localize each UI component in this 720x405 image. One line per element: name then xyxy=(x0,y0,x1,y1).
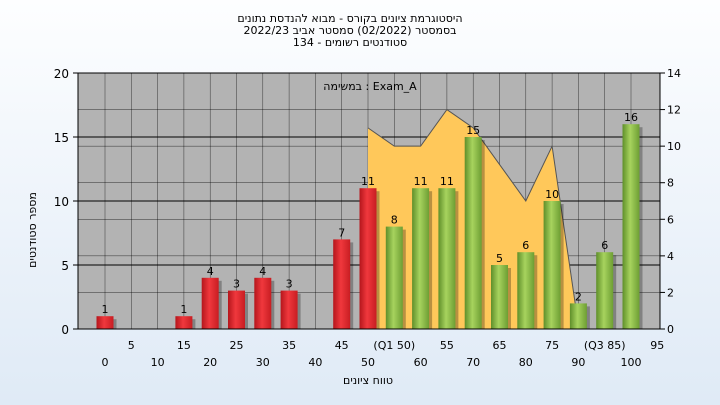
x-tick-label-lower: 60 xyxy=(414,356,428,369)
x-tick-label-lower: 90 xyxy=(571,356,585,369)
x-tick-label-upper: 35 xyxy=(282,339,296,352)
bar xyxy=(201,277,219,329)
y2-tick-label: 10 xyxy=(667,140,681,153)
y2-tick-label: 8 xyxy=(667,177,674,190)
bar xyxy=(569,303,587,329)
x-tick-label-upper: 15 xyxy=(177,339,191,352)
y2-tick-label: 6 xyxy=(667,213,674,226)
bar xyxy=(228,290,245,329)
title-line-2: בסמסטר (02/2022) סמסטר אביב 2022/23 xyxy=(243,24,456,37)
annotation-label: במשימה : Exam_A xyxy=(323,80,417,93)
bar-value-label: 4 xyxy=(259,265,266,278)
x-axis-title: טווח ציונים xyxy=(343,374,393,387)
x-tick-label-upper: 55 xyxy=(440,339,454,352)
x-tick-label-upper: 75 xyxy=(545,339,559,352)
bar xyxy=(96,316,114,329)
y-axis-left: 0 5 10 15 20 xyxy=(54,67,78,337)
y-tick-label: 0 xyxy=(61,323,69,337)
bar-value-label: 1 xyxy=(180,303,187,316)
title-line-1: היסטוגרמת ציונים בקורס - מבוא להנדסת נתו… xyxy=(237,12,462,25)
bar xyxy=(517,252,535,329)
x-tick-label-upper: 25 xyxy=(230,339,244,352)
bar xyxy=(333,239,351,329)
bar-value-label: 11 xyxy=(361,175,375,188)
y-tick-label: 15 xyxy=(54,131,69,145)
bar xyxy=(359,188,377,329)
bar xyxy=(175,316,193,329)
y-tick-label: 5 xyxy=(61,259,69,273)
bar xyxy=(543,201,561,329)
bar-value-label: 11 xyxy=(440,175,454,188)
chart-title: היסטוגרמת ציונים בקורס - מבוא להנדסת נתו… xyxy=(237,12,462,49)
x-tick-label-upper: 45 xyxy=(335,339,349,352)
bar-value-label: 6 xyxy=(522,239,529,252)
bar-value-label: 2 xyxy=(575,290,582,303)
bar xyxy=(464,137,482,329)
x-tick-label-upper: (Q1 50) xyxy=(373,339,415,352)
y2-tick-label: 4 xyxy=(667,250,674,263)
bar-value-label: 7 xyxy=(338,226,345,239)
bar xyxy=(622,124,640,329)
x-tick-label-lower: 70 xyxy=(466,356,480,369)
y2-tick-label: 2 xyxy=(667,286,674,299)
bar xyxy=(412,188,430,329)
area-outline xyxy=(367,108,579,326)
x-tick-label-lower: 20 xyxy=(203,356,217,369)
x-tick-label-lower: 80 xyxy=(519,356,533,369)
y-tick-label: 10 xyxy=(54,195,69,209)
y-axis-right: 0 2 4 6 8 10 12 14 xyxy=(660,67,681,336)
x-tick-label-upper: 95 xyxy=(650,339,664,352)
y-tick-label: 20 xyxy=(54,67,69,81)
bar-value-label: 6 xyxy=(601,239,608,252)
x-tick-label-lower: 0 xyxy=(102,356,109,369)
bar-value-label: 4 xyxy=(207,265,214,278)
x-axis: 5 15 25 35 45 (Q1 50) 55 65 75 (Q3 85) 95 0 10 20 30 40… xyxy=(102,339,665,369)
bar-value-label: 16 xyxy=(624,111,638,124)
bar-value-label: 8 xyxy=(391,214,398,227)
bar-value-label: 3 xyxy=(233,278,240,291)
x-tick-label-upper: 65 xyxy=(493,339,507,352)
x-tick-label-lower: 40 xyxy=(308,356,322,369)
bar-value-label: 11 xyxy=(414,175,428,188)
y2-tick-label: 14 xyxy=(667,67,681,80)
bar-value-label: 3 xyxy=(286,278,293,291)
x-tick-label-upper: (Q3 85) xyxy=(584,339,626,352)
title-line-3: סטודנטים רשומים - 134 xyxy=(293,36,407,49)
bar-value-label: 10 xyxy=(545,188,559,201)
bar-value-label: 15 xyxy=(466,124,480,137)
x-tick-label-lower: 50 xyxy=(361,356,375,369)
x-tick-label-upper: 5 xyxy=(128,339,135,352)
x-tick-label-lower: 100 xyxy=(621,356,642,369)
x-tick-label-lower: 30 xyxy=(256,356,270,369)
bar xyxy=(491,265,508,329)
y2-tick-label: 0 xyxy=(667,323,674,336)
bar xyxy=(596,252,614,329)
bar xyxy=(438,188,456,329)
bars xyxy=(96,124,643,329)
bar-value-label: 1 xyxy=(102,303,109,316)
x-tick-label-lower: 10 xyxy=(151,356,165,369)
bar xyxy=(254,277,272,329)
y-axis-title: מספר סטודנטים xyxy=(26,192,39,268)
bar xyxy=(385,226,403,329)
bar-value-label: 5 xyxy=(496,252,503,265)
bar xyxy=(280,290,298,329)
y2-tick-label: 12 xyxy=(667,104,681,117)
